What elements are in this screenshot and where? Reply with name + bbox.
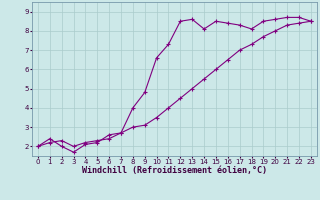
X-axis label: Windchill (Refroidissement éolien,°C): Windchill (Refroidissement éolien,°C)	[82, 166, 267, 175]
